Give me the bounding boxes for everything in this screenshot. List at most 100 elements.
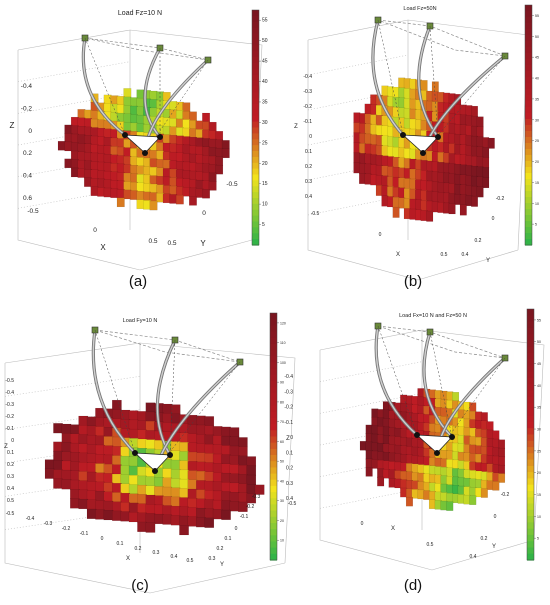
grid-line bbox=[17, 93, 131, 114]
y-tick-label: 0.1 bbox=[225, 536, 232, 542]
surface-cell bbox=[204, 471, 215, 482]
colorbar-tick-label: 45 bbox=[535, 56, 539, 60]
surface-cell bbox=[95, 481, 105, 492]
surface-cell bbox=[103, 473, 114, 484]
z-tick-label: -0.1 bbox=[284, 420, 293, 426]
surface-cell bbox=[86, 499, 97, 510]
colorbar-segment bbox=[270, 529, 277, 536]
colorbar-segment bbox=[527, 365, 534, 373]
colorbar-segment bbox=[525, 107, 532, 114]
surface-cell bbox=[123, 189, 132, 200]
colorbar-segment bbox=[527, 497, 534, 505]
workspace-surface bbox=[44, 399, 265, 536]
colorbar-segment bbox=[252, 98, 259, 105]
colorbar-segment bbox=[270, 547, 277, 555]
colorbar-segment bbox=[270, 424, 277, 431]
surface-cell bbox=[179, 525, 189, 536]
surface-cell bbox=[120, 511, 131, 522]
surface-cell bbox=[137, 503, 147, 514]
surface-cell bbox=[162, 496, 173, 507]
surface-cell bbox=[482, 167, 490, 179]
surface-cell bbox=[212, 509, 223, 520]
surface-cell bbox=[103, 463, 114, 475]
surface-cell bbox=[187, 488, 198, 499]
surface-cell bbox=[70, 461, 80, 472]
surface-cell bbox=[103, 137, 112, 147]
grid-line bbox=[17, 156, 131, 177]
surface-cell bbox=[221, 500, 231, 511]
grid-line bbox=[307, 54, 409, 76]
surface-cell bbox=[170, 413, 181, 424]
grid-line bbox=[4, 376, 141, 397]
surface-cell bbox=[145, 411, 156, 422]
colorbar-segment bbox=[252, 174, 259, 181]
surface-cell bbox=[162, 422, 173, 433]
surface-cell bbox=[476, 116, 484, 128]
surface-cell bbox=[476, 186, 484, 198]
surface-cell bbox=[187, 433, 198, 444]
colorbar-tick-label: 55 bbox=[537, 318, 541, 322]
platform-joint bbox=[142, 150, 148, 156]
surface-cell bbox=[446, 501, 454, 511]
colorbar-tick-label: 30 bbox=[280, 499, 284, 503]
colorbar: 5 10 15 20 25 30 35 40 45 50 55 bbox=[524, 4, 539, 246]
colorbar-segment bbox=[270, 337, 277, 345]
surface-cell bbox=[123, 164, 132, 174]
platform-joint bbox=[132, 450, 138, 456]
colorbar-segment bbox=[270, 356, 277, 363]
colorbar-segment bbox=[252, 227, 259, 234]
surface-cell bbox=[179, 506, 189, 517]
colorbar-segment bbox=[252, 104, 259, 111]
colorbar-segment bbox=[525, 65, 532, 72]
colorbar-segment bbox=[527, 309, 534, 316]
surface-cell bbox=[187, 516, 198, 527]
surface-cell bbox=[196, 424, 206, 435]
surface-cell bbox=[169, 143, 178, 153]
surface-cell bbox=[221, 472, 231, 484]
colorbar-segment bbox=[270, 418, 277, 425]
surface-cell bbox=[156, 142, 165, 152]
surface-cell bbox=[84, 177, 92, 187]
colorbar-segment bbox=[252, 74, 259, 82]
colorbar-segment bbox=[252, 21, 259, 29]
z-tick-label: 0 bbox=[290, 435, 293, 441]
surface-cell bbox=[123, 147, 132, 157]
colorbar-segment bbox=[252, 203, 259, 211]
colorbar-segment bbox=[270, 448, 277, 456]
z-tick-label: 0.5 bbox=[7, 498, 14, 504]
colorbar-segment bbox=[527, 390, 534, 398]
surface-cell bbox=[70, 498, 80, 509]
colorbar-segment bbox=[525, 233, 532, 240]
surface-cell bbox=[128, 465, 139, 476]
surface-cell bbox=[238, 492, 248, 503]
y-tick-label: 0.4 bbox=[470, 554, 477, 560]
surface-cell bbox=[137, 420, 147, 431]
z-tick-label: -0.2 bbox=[284, 405, 293, 411]
surface-cell bbox=[95, 500, 105, 511]
x-tick-label: -0.5 bbox=[288, 501, 297, 507]
surface-cell bbox=[120, 492, 131, 504]
colorbar-segment bbox=[270, 368, 277, 376]
surface-cell bbox=[103, 454, 114, 465]
colorbar-segment bbox=[270, 393, 277, 401]
surface-cell bbox=[238, 483, 248, 494]
x-tick-label: -0.4 bbox=[26, 516, 35, 522]
top-frame bbox=[377, 19, 506, 57]
colorbar-segment bbox=[527, 421, 534, 429]
colorbar-segment bbox=[270, 473, 277, 481]
surface-cell bbox=[120, 455, 131, 467]
colorbar-segment bbox=[527, 334, 534, 341]
surface-cell bbox=[431, 81, 439, 93]
surface-cell bbox=[204, 499, 215, 510]
surface-cell bbox=[221, 148, 230, 159]
surface-cell bbox=[103, 187, 112, 198]
surface-cell bbox=[196, 498, 206, 509]
colorbar-segment bbox=[252, 156, 259, 164]
surface-cell bbox=[208, 181, 217, 191]
surface-cell bbox=[471, 195, 478, 207]
surface-cell bbox=[208, 172, 217, 183]
y-tick-label: -0.2 bbox=[496, 196, 505, 202]
colorbar-segment bbox=[527, 403, 534, 410]
colorbar-segment bbox=[527, 491, 534, 498]
colorbar-segment bbox=[525, 155, 532, 162]
